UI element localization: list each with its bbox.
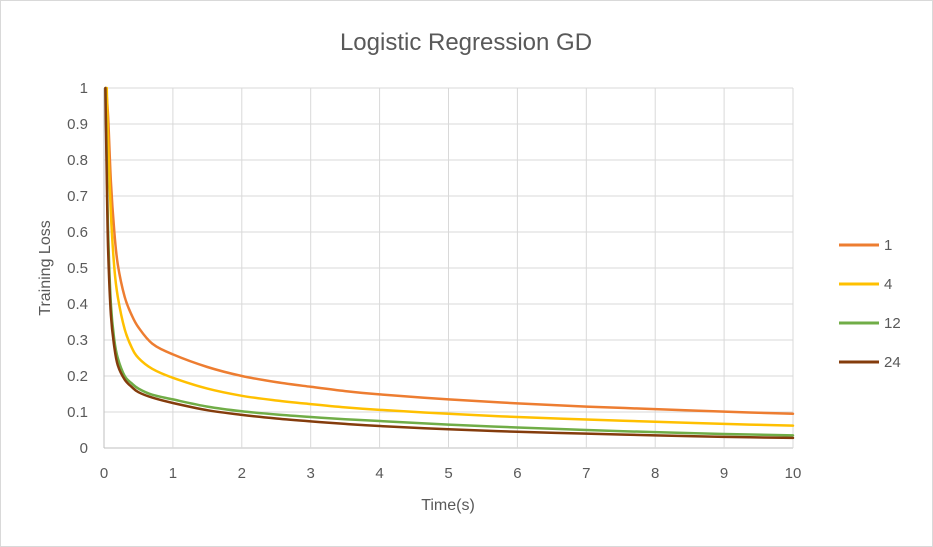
x-tick-label: 7 [582, 465, 590, 482]
x-tick-label: 3 [307, 465, 315, 482]
legend-label-24: 24 [884, 354, 901, 371]
y-tick-label: 0.4 [67, 296, 88, 313]
grid-lines [103, 87, 794, 449]
x-tick-label: 2 [238, 465, 246, 482]
x-tick-label: 6 [513, 465, 521, 482]
x-tick-labels: 0 1 2 3 4 5 6 7 8 9 10 [100, 465, 802, 482]
series-line-24 [104, 86, 795, 440]
y-tick-label: 0.9 [67, 116, 88, 133]
y-tick-label: 0 [80, 440, 88, 457]
y-tick-label: 0.1 [67, 404, 88, 421]
x-tick-label: 9 [720, 465, 728, 482]
y-tick-label: 0.7 [67, 188, 88, 205]
x-tick-label: 4 [375, 465, 383, 482]
legend: 1 4 12 24 [839, 237, 901, 371]
legend-label-1: 1 [884, 237, 892, 254]
series-line-4 [105, 86, 795, 427]
y-tick-labels: 0 0.1 0.2 0.3 0.4 0.5 0.6 0.7 0.8 0.9 1 [67, 80, 88, 457]
x-tick-label: 1 [169, 465, 177, 482]
series-line-1 [104, 86, 795, 416]
legend-label-4: 4 [884, 276, 892, 293]
y-tick-label: 1 [80, 80, 88, 97]
x-tick-label: 5 [444, 465, 452, 482]
legend-label-12: 12 [884, 315, 901, 332]
x-tick-label: 0 [100, 465, 108, 482]
y-tick-label: 0.6 [67, 224, 88, 241]
y-tick-label: 0.2 [67, 368, 88, 385]
y-axis-title: Training Loss [37, 220, 54, 315]
chart-title: Logistic Regression GD [340, 29, 592, 56]
y-tick-label: 0.8 [67, 152, 88, 169]
series-line-12 [104, 86, 795, 437]
x-axis-title: Time(s) [421, 497, 475, 514]
y-tick-label: 0.5 [67, 260, 88, 277]
x-tick-label: 8 [651, 465, 659, 482]
x-tick-label: 10 [785, 465, 802, 482]
y-tick-label: 0.3 [67, 332, 88, 349]
series-lines [104, 86, 795, 440]
